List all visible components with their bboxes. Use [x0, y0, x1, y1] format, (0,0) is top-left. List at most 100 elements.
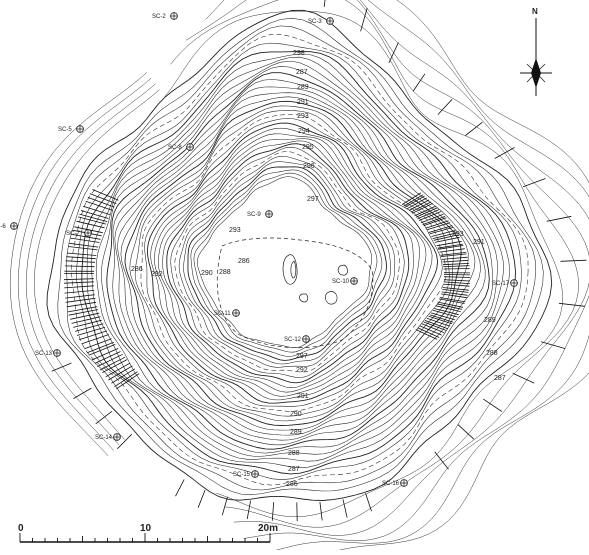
survey-station: SC-5 [58, 126, 83, 133]
hachure [444, 282, 470, 284]
survey-station-label: SC-9 [247, 212, 261, 218]
scale-label-0: 0 [18, 523, 24, 534]
summit-feature [300, 294, 308, 302]
scale-ticks [20, 533, 270, 542]
contour-line [188, 167, 387, 361]
survey-station: SC-9 [247, 211, 272, 218]
edge-tick [320, 502, 322, 521]
hachure [405, 196, 425, 207]
hachure [443, 284, 469, 286]
survey-station: SC-17 [492, 280, 517, 287]
elevation-label: 298 [293, 50, 305, 57]
hachure [416, 330, 437, 340]
survey-station-label: SC-3 [308, 19, 322, 25]
hachure [66, 257, 96, 259]
elevation-label: 296 [303, 163, 315, 170]
survey-station: SC-7 [66, 230, 91, 237]
survey-station: SC-10 [332, 278, 357, 285]
edge-tick [222, 497, 227, 515]
north-arrow: N [520, 7, 552, 96]
elevation-label: 293 [229, 227, 241, 234]
terrain-line [171, 0, 579, 527]
scale-label-10: 10 [140, 523, 152, 534]
survey-station-label: SC-14 [95, 435, 113, 441]
elevation-label: 288 [219, 269, 231, 276]
slope-hachures [52, 0, 587, 521]
elevation-label: 297 [296, 353, 308, 360]
hachure [64, 286, 94, 288]
edge-tick [561, 260, 587, 261]
hachure [443, 263, 469, 264]
elevation-label: 291 [297, 99, 309, 106]
contour-line [179, 156, 395, 367]
elevation-label: 297 [307, 196, 319, 203]
elevation-label: 290 [290, 411, 302, 418]
hachure [82, 335, 109, 344]
hachure [83, 206, 110, 215]
elevation-label: 286 [286, 481, 298, 488]
edge-tick [513, 373, 535, 383]
survey-station: SC-16 [382, 480, 407, 487]
hachure [68, 307, 97, 312]
survey-station: SC-2 [152, 13, 177, 20]
elevation-label: 289 [297, 84, 309, 91]
survey-station: SC-13 [35, 350, 60, 357]
survey-station-label: SC-11 [214, 311, 231, 317]
survey-station-label: SC-2 [152, 14, 166, 20]
elevation-label: 288 [288, 450, 300, 457]
scale-bar: 0 10 20m [18, 523, 278, 542]
hachure [444, 269, 470, 270]
edge-tick [96, 411, 112, 424]
survey-station-label: SC-6 [0, 224, 6, 230]
survey-station-label: SC-13 [35, 351, 53, 357]
survey-station-label: SC-12 [284, 337, 302, 343]
elevation-label: 290 [201, 270, 213, 277]
elevation-label: 295 [302, 144, 314, 151]
summit-feature [283, 255, 297, 285]
hachure [64, 279, 94, 280]
edge-tick [272, 502, 273, 521]
hachure [429, 226, 453, 233]
terrain-line [223, 0, 589, 550]
edge-tick [176, 479, 185, 496]
survey-station: SC-3 [308, 18, 333, 25]
survey-station-label: SC-7 [66, 231, 80, 237]
edge-tick [198, 490, 205, 508]
elevation-label: 286 [131, 266, 143, 273]
edge-tick [361, 8, 368, 31]
survey-station-label: SC-8 [168, 145, 182, 151]
edge-tick [523, 179, 545, 187]
hachure [442, 257, 468, 259]
contour-line [130, 106, 454, 421]
hachure [444, 280, 470, 281]
elevation-label: 292 [151, 271, 163, 278]
edge-tick [73, 388, 91, 399]
elevation-label: 287 [494, 375, 506, 382]
hachure [65, 295, 95, 298]
elevation-label: 287 [288, 466, 300, 473]
elevation-label: 294 [298, 128, 310, 135]
contour-line [115, 87, 481, 440]
hachure [443, 266, 469, 267]
elevation-label: 293 [452, 231, 464, 238]
hachure [64, 282, 94, 283]
hachure [442, 260, 468, 262]
survey-station: SC-15 [233, 471, 258, 478]
edge-tick [324, 0, 327, 7]
elevation-label: 287 [296, 69, 308, 76]
edge-tick [366, 493, 372, 511]
survey-station: SC-12 [284, 336, 309, 343]
elevation-label: 292 [296, 367, 308, 374]
elevation-label: 289 [484, 317, 496, 324]
terrain-line [206, 0, 589, 541]
elevation-label: 291 [297, 393, 309, 400]
hachure [65, 266, 95, 267]
survey-station: SC-8 [168, 144, 193, 151]
edge-tick [52, 363, 72, 371]
elevation-label: 291 [473, 239, 485, 246]
summit-dashed-contour [217, 238, 373, 348]
contour-line [141, 115, 446, 412]
survey-station: SC-11 [214, 310, 239, 317]
hachure [416, 208, 437, 218]
